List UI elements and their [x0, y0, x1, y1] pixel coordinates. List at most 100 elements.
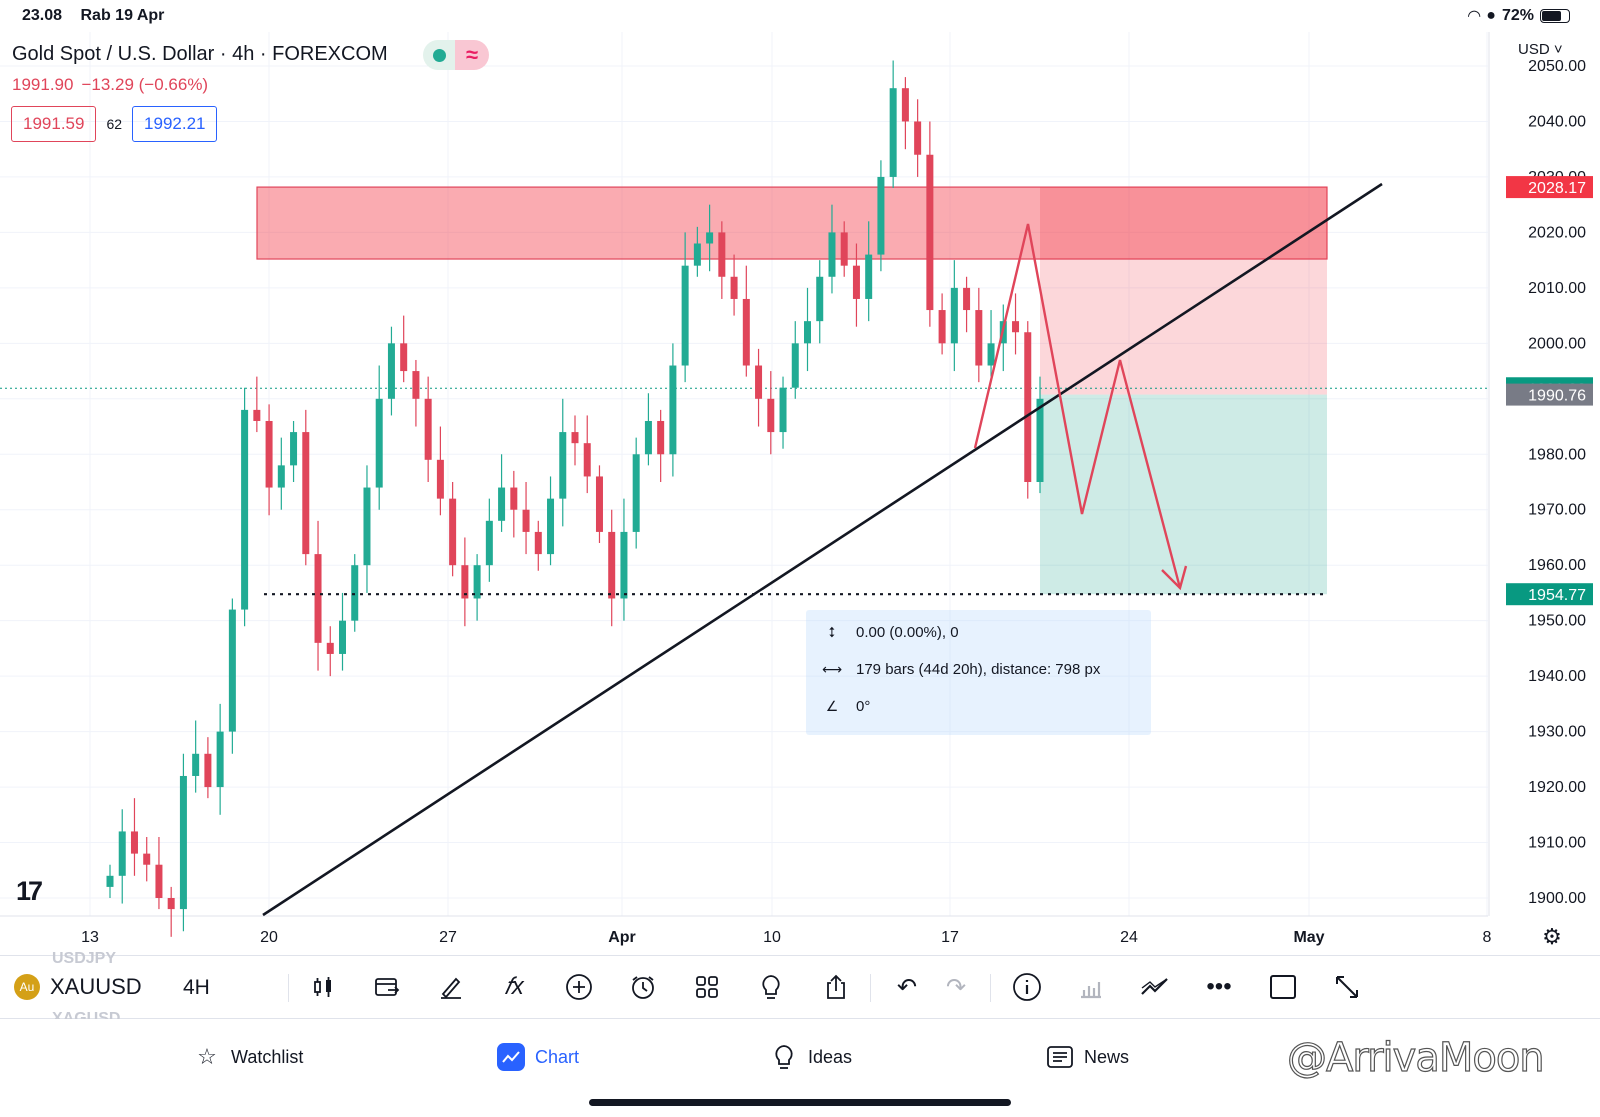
candle-body [571, 432, 579, 444]
price-axis-label: 2040.00 [1528, 113, 1586, 130]
vertical-range-icon: ⭥ [828, 624, 836, 640]
candle-body [1012, 321, 1020, 333]
tradingview-logo: 17 [16, 876, 43, 906]
price-axis-badge [1506, 176, 1593, 199]
nav-watchlist[interactable]: ☆ Watchlist [193, 1043, 303, 1071]
alarm-clock-icon[interactable] [626, 970, 660, 1004]
status-time: 23.08 [22, 7, 63, 24]
toolbar-divider [288, 974, 289, 1002]
candles-icon[interactable] [306, 970, 340, 1004]
redo-icon[interactable]: ↷ [945, 973, 967, 1001]
square-icon[interactable] [1266, 970, 1300, 1004]
measure-tooltip: ⭥ 0.00 (0.00%), 0 ⟷ 179 bars (44d 20h), … [806, 610, 1151, 735]
candle-body [387, 343, 395, 399]
sell-button[interactable]: 1991.59 [11, 106, 97, 142]
buy-button[interactable]: 1992.21 [132, 106, 218, 142]
candle-body [730, 276, 738, 299]
time-axis-label: Apr [608, 929, 636, 946]
candle-body [620, 531, 628, 599]
price-axis-label: 2000.00 [1528, 335, 1586, 352]
nav-ideas[interactable]: Ideas [770, 1043, 852, 1071]
candle-body [143, 853, 151, 865]
price-change-line: 1991.90 −13.29 (−0.66%) [12, 75, 216, 95]
candle-body [118, 831, 126, 876]
price-axis-label: 1920.00 [1528, 779, 1586, 796]
draw-pen-icon[interactable] [434, 970, 468, 1004]
candle-body [167, 898, 175, 910]
lightbulb-icon[interactable] [754, 970, 788, 1004]
interval-selector[interactable]: 4H [183, 976, 210, 999]
home-indicator[interactable] [589, 1099, 1011, 1106]
resistance-zone-overlap [1040, 187, 1327, 260]
symbol-title[interactable]: Gold Spot / U.S. Dollar · 4h · FOREXCOM [12, 43, 388, 65]
bottom-navigation: ☆ Watchlist Chart Ideas News @ArrivaMoon [0, 1019, 1600, 1117]
time-axis-label: 20 [260, 929, 278, 946]
candle-body [583, 443, 591, 477]
undo-icon[interactable]: ↶ [896, 973, 918, 1001]
price-axis-label: 1940.00 [1528, 668, 1586, 685]
lightbulb-icon [770, 1043, 798, 1071]
time-axis-label: 8 [1483, 929, 1492, 946]
candle-body [559, 432, 567, 499]
indicators-fx-icon[interactable]: 𝑓x [504, 973, 524, 1000]
price-chart[interactable]: 2050.002040.002030.002020.002010.002000.… [0, 32, 1600, 952]
candle-body [852, 265, 860, 299]
measure-bars-range: 179 bars (44d 20h), distance: 798 px [856, 661, 1101, 678]
price-axis-badge-label: 2028.17 [1528, 180, 1586, 197]
time-axis-label: 17 [941, 929, 959, 946]
candle-body [693, 243, 701, 266]
time-axis-label: 27 [439, 929, 457, 946]
ghost-ticker-above: USDJPY [52, 950, 117, 967]
price-axis-badge [1506, 583, 1593, 606]
nav-ideas-label: Ideas [808, 1046, 853, 1067]
price-axis-label: 1910.00 [1528, 835, 1586, 852]
price-axis-badge-label: 1954.77 [1528, 587, 1586, 604]
nav-news[interactable]: News [1046, 1043, 1129, 1071]
price-axis-badge [1506, 383, 1593, 406]
candle-body [375, 398, 383, 488]
author-watermark: @ArrivaMoon [1286, 1034, 1545, 1081]
market-open-icon[interactable] [423, 40, 455, 70]
symbol-selector[interactable]: Au XAUUSD [14, 974, 142, 1000]
nav-chart[interactable]: Chart [497, 1043, 579, 1071]
wifi-icon: ◠ [1467, 8, 1481, 25]
candle-body [461, 565, 469, 599]
person-icon: ● [1486, 7, 1496, 24]
chart-trend-icon[interactable] [1138, 970, 1172, 1004]
info-icon[interactable] [1010, 970, 1044, 1004]
layout-grid-icon[interactable] [690, 970, 724, 1004]
candle-body [1036, 398, 1044, 482]
battery-icon [1540, 9, 1570, 23]
measure-price-row: ⭥ 0.00 (0.00%), 0 [822, 624, 958, 641]
candle-body [644, 420, 652, 455]
candle-body [767, 398, 775, 433]
candle-body [253, 409, 261, 421]
more-options-icon[interactable]: ••• [1206, 973, 1232, 1000]
candle-body [975, 310, 983, 366]
fullscreen-expand-icon[interactable] [1330, 970, 1364, 1004]
last-price: 1991.90 [12, 75, 74, 94]
candle-body [106, 875, 114, 887]
candle-body [179, 775, 187, 910]
candle-body [791, 343, 799, 388]
candle-body [241, 409, 249, 610]
candle-body [718, 232, 726, 277]
status-indicators: ◠ ● 72% [1468, 6, 1570, 26]
price-axis-badge-label: 1990.76 [1528, 388, 1586, 405]
candle-body [326, 642, 334, 654]
candle-body [424, 398, 432, 460]
market-status-pills[interactable]: ≈ [423, 40, 489, 70]
projection-path [973, 223, 1182, 589]
price-axis-label: 1980.00 [1528, 446, 1586, 463]
settings-gear-icon[interactable]: ⚙ [1542, 924, 1562, 949]
indicator-wave-icon[interactable]: ≈ [455, 40, 489, 70]
compare-date-icon[interactable] [370, 970, 404, 1004]
currency-selector[interactable]: USD ˅ [1518, 41, 1563, 58]
add-circle-icon[interactable] [562, 970, 596, 1004]
time-axis-label: 24 [1120, 929, 1138, 946]
candle-body [840, 232, 848, 266]
share-icon[interactable] [819, 970, 853, 1004]
candle-body [828, 232, 836, 277]
volume-bars-icon[interactable] [1074, 970, 1108, 1004]
